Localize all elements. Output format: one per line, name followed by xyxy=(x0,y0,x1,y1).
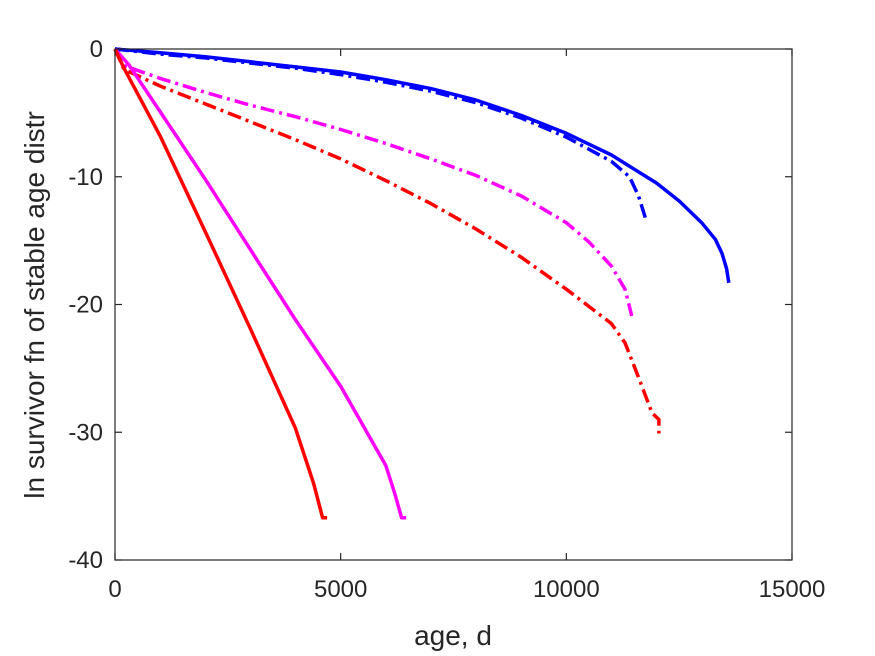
series-line-5 xyxy=(113,47,407,520)
x-tick-label: 10000 xyxy=(533,576,600,603)
x-tick-label: 0 xyxy=(108,576,121,603)
x-tick-label: 15000 xyxy=(759,576,826,603)
y-tick-label: -30 xyxy=(68,419,103,446)
y-tick-label: -20 xyxy=(68,292,103,319)
series-line-2 xyxy=(114,47,647,219)
y-axis-title: ln survivor fn of stable age distr xyxy=(19,111,50,499)
y-tick-label: 0 xyxy=(90,36,103,63)
x-axis-title: age, d xyxy=(414,620,492,651)
x-tick-label: 5000 xyxy=(314,576,367,603)
y-tick-label: -10 xyxy=(68,164,103,191)
tick-layer: 0 5000 10000 15000 -40 -30 -20 -10 0 xyxy=(68,36,825,603)
series-line-6 xyxy=(113,48,328,520)
y-tick-label: -40 xyxy=(68,547,103,574)
series-line-4 xyxy=(113,48,661,434)
series-layer xyxy=(113,47,731,520)
